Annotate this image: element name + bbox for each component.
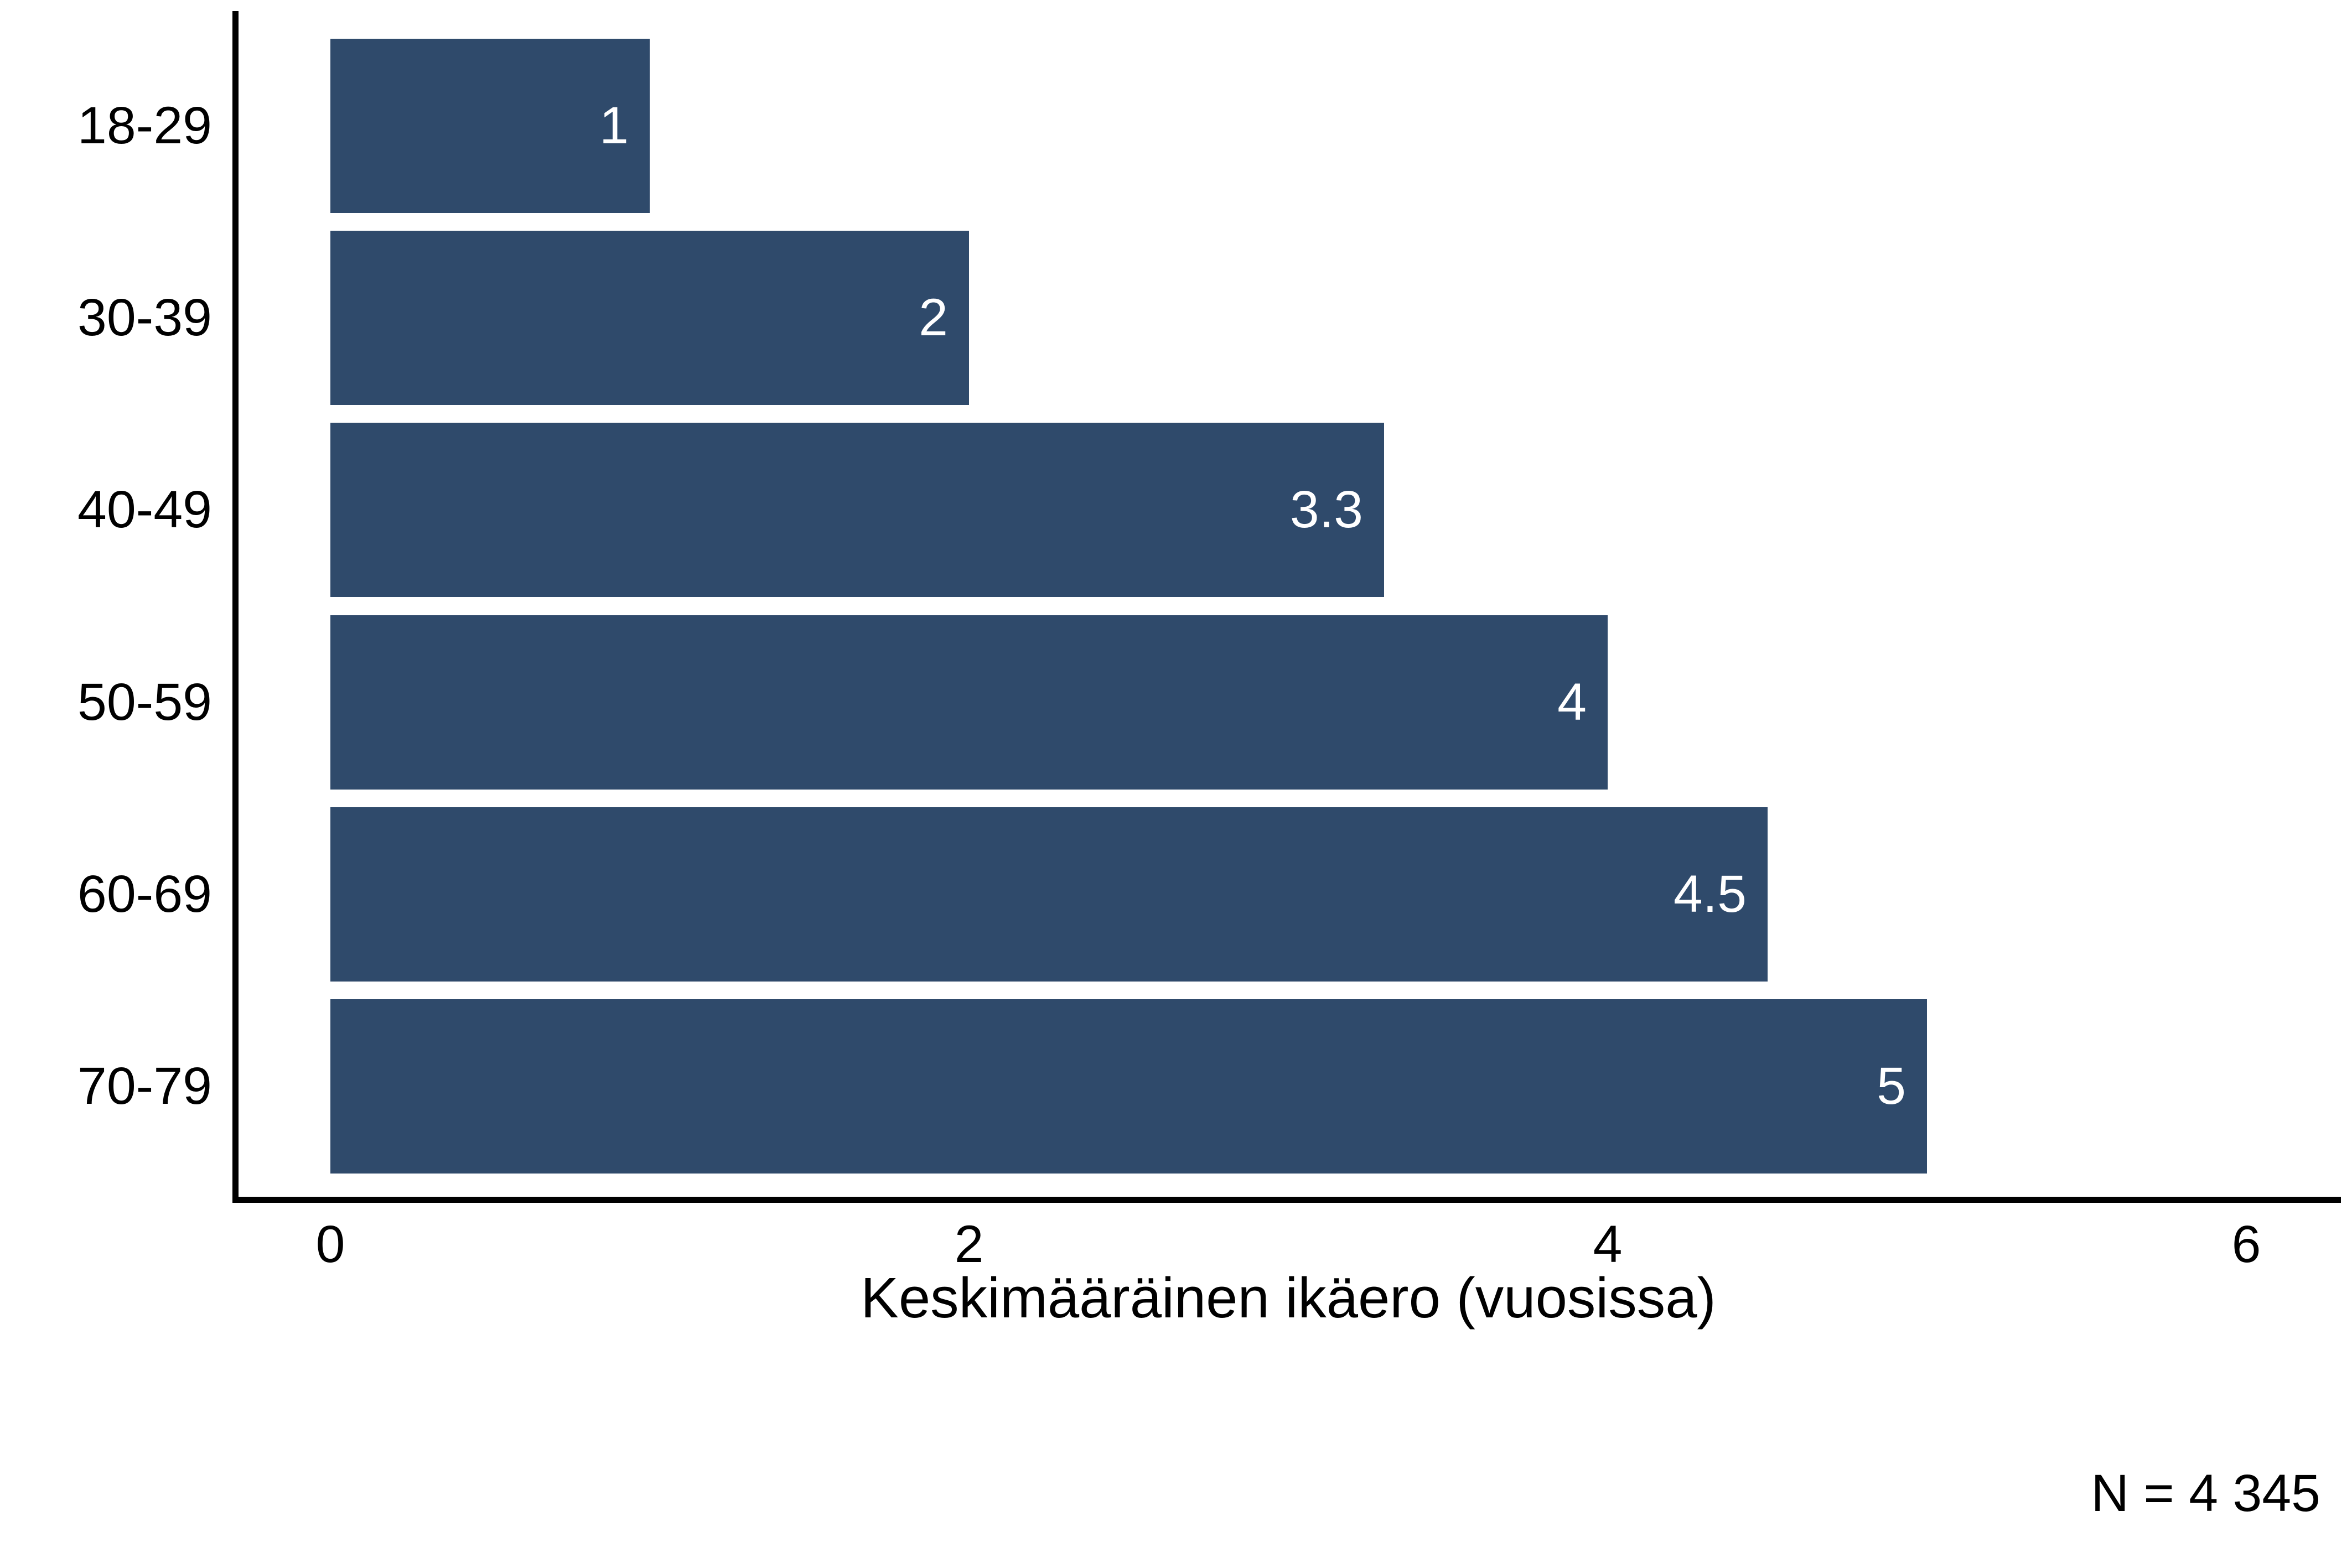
x-tick-label: 6 [2231, 1215, 2261, 1274]
value-label: 1 [599, 96, 629, 155]
sample-size-note: N = 4 345 [2091, 1464, 2320, 1523]
x-tick-label: 2 [954, 1215, 984, 1274]
bar: 3.3 [330, 423, 1384, 597]
bar: 5 [330, 999, 1927, 1174]
x-tick-label: 0 [315, 1215, 345, 1274]
value-label: 4 [1557, 673, 1587, 731]
bar: 4.5 [330, 807, 1768, 982]
category-label: 30-39 [77, 288, 212, 347]
x-axis-line [232, 1197, 2341, 1203]
category-label: 50-59 [77, 673, 212, 731]
bar: 2 [330, 231, 969, 405]
bar: 1 [330, 39, 650, 213]
bar: 4 [330, 615, 1608, 790]
value-label: 5 [1877, 1057, 1906, 1115]
value-label: 3.3 [1289, 480, 1363, 539]
category-label: 70-79 [77, 1057, 212, 1115]
value-label: 2 [919, 288, 948, 347]
x-tick-label: 4 [1593, 1215, 1623, 1274]
category-label: 40-49 [77, 480, 212, 539]
y-axis-line [232, 11, 239, 1203]
category-label: 60-69 [77, 865, 212, 923]
value-label: 4.5 [1673, 865, 1747, 923]
category-label: 18-29 [77, 96, 212, 155]
x-axis-title: Keskimääräinen ikäero (vuosissa) [861, 1266, 1716, 1330]
